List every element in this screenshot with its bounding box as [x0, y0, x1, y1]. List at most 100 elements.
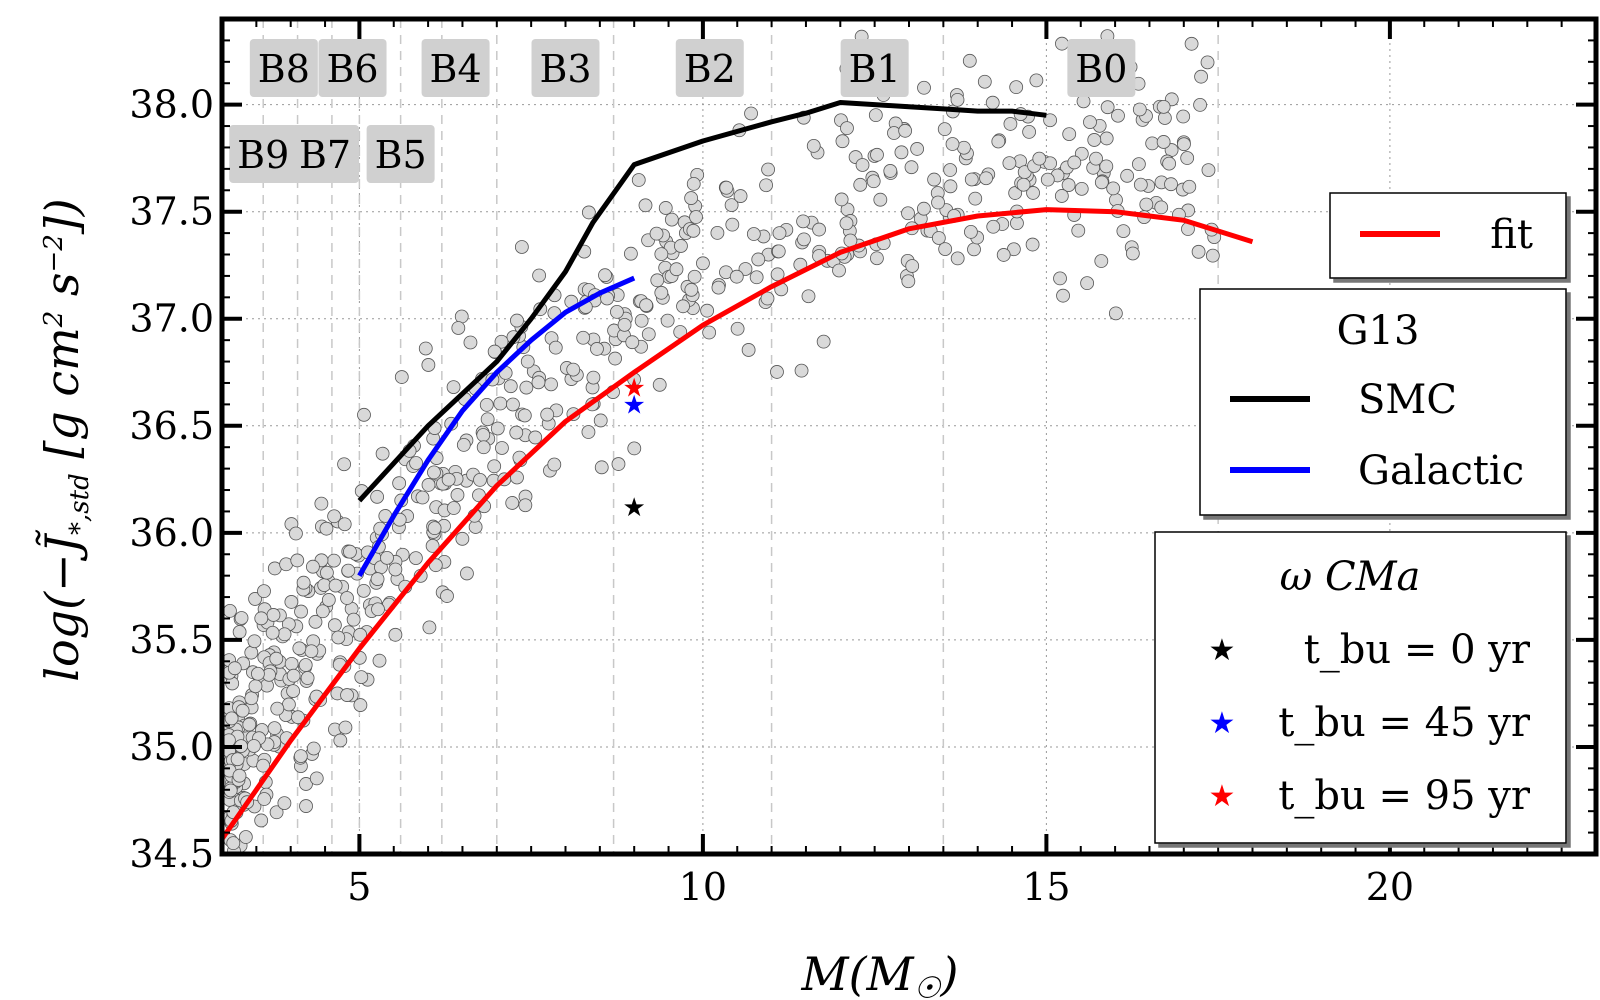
- scatter-point: [531, 375, 546, 390]
- x-tick-label: 5: [347, 865, 371, 909]
- scatter-point: [372, 653, 387, 668]
- scatter-point: [463, 335, 478, 350]
- scatter-point: [839, 216, 854, 231]
- scatter-point: [340, 688, 354, 702]
- scatter-point: [418, 341, 433, 356]
- scatter-point: [660, 313, 675, 328]
- scatter-point: [306, 741, 321, 756]
- scatter-point: [725, 217, 740, 232]
- scatter-point: [855, 158, 870, 172]
- scatter-point: [547, 457, 562, 472]
- spectral-type-box: [1067, 39, 1136, 97]
- scatter-point: [771, 244, 786, 259]
- x-tick-labels: 5 10 15 20: [347, 865, 1414, 909]
- scatter-point: [702, 325, 717, 340]
- spectral-type-box: [229, 125, 298, 183]
- spectral-type-text: B5: [375, 133, 427, 177]
- scatter-point: [460, 566, 474, 581]
- scatter-point: [495, 441, 509, 455]
- scatter-point: [1003, 117, 1018, 131]
- scatter-point: [519, 380, 534, 395]
- scatter-point: [962, 53, 977, 68]
- scatter-point: [1154, 200, 1169, 215]
- scatter-point: [286, 684, 301, 698]
- scatter-point: [1094, 175, 1109, 190]
- scatter-point: [1061, 178, 1076, 192]
- series-line-fit: [222, 207, 1254, 841]
- legend-star-1-label: t_bu = 45 yr: [1278, 700, 1531, 746]
- scatter-point: [684, 191, 699, 205]
- scatter-point: [761, 162, 775, 177]
- scatter-point: [319, 565, 334, 580]
- scatter-point: [1083, 115, 1097, 130]
- legend-star-2-label: t_bu = 95 yr: [1278, 773, 1531, 819]
- y-tick-label: 37.5: [129, 190, 214, 234]
- legend-star-0-label: t_bu = 0 yr: [1304, 627, 1531, 673]
- scatter-point: [1053, 271, 1067, 286]
- scatter-point: [226, 836, 241, 851]
- scatter-point: [1132, 102, 1147, 117]
- scatter-point: [927, 172, 942, 187]
- scatter-point: [710, 226, 725, 240]
- scatter-point: [581, 425, 596, 439]
- spectral-type-text: B1: [849, 47, 901, 91]
- scatter-point: [1032, 151, 1047, 166]
- scatter-point: [689, 210, 703, 224]
- y-tick-labels: 34.5 35.0 35.5 36.0 36.5 37.0 37.5 38.0: [129, 83, 214, 876]
- scatter-point: [1177, 137, 1191, 152]
- scatter-point: [494, 334, 509, 349]
- scatter-point: [759, 178, 773, 193]
- scatter-point: [282, 697, 296, 712]
- scatter-point: [738, 262, 753, 276]
- scatter-point: [321, 593, 336, 607]
- scatter-point: [277, 796, 292, 811]
- scatter-point: [797, 232, 811, 247]
- scatter-point: [1106, 181, 1121, 196]
- scatter-point: [986, 219, 1001, 234]
- series-line-galactic: [357, 275, 636, 577]
- scatter-point: [269, 651, 284, 666]
- scatter-point: [639, 298, 654, 313]
- scatter-point: [594, 460, 609, 475]
- scatter-point: [870, 251, 884, 266]
- scatter-point: [1191, 244, 1206, 259]
- scatter-point: [244, 645, 259, 660]
- scatter-point: [267, 721, 282, 736]
- scatter-point: [251, 666, 265, 681]
- scatter-point: [816, 334, 831, 349]
- scatter-point: [950, 92, 965, 107]
- spectral-type-b8: B8: [249, 39, 318, 97]
- scatter-point: [505, 496, 520, 510]
- scatter-point: [446, 380, 461, 395]
- scatter-point: [421, 478, 436, 492]
- scatter-point: [294, 604, 308, 619]
- scatter-point: [950, 251, 965, 266]
- legend-fit: fit: [1329, 192, 1567, 279]
- spectral-type-text: B6: [326, 47, 378, 91]
- scatter-point: [945, 137, 960, 151]
- scatter-point: [687, 269, 702, 284]
- scatter-point: [1016, 177, 1031, 192]
- spectral-type-b4: B4: [421, 39, 490, 97]
- scatter-point: [343, 544, 357, 559]
- scatter-point: [290, 553, 305, 568]
- scatter-point: [669, 262, 684, 277]
- series-line-smc: [357, 100, 1047, 503]
- scatter-point: [593, 413, 608, 428]
- scatter-point: [223, 603, 237, 618]
- scatter-point: [938, 242, 953, 257]
- scatter-point: [1087, 133, 1102, 147]
- scatter-point: [901, 274, 916, 289]
- scatter-point: [853, 177, 868, 192]
- scatter-point: [341, 563, 356, 578]
- scatter-point: [304, 644, 319, 659]
- scatter-point: [242, 717, 257, 732]
- scatter-point: [917, 80, 931, 95]
- spectral-type-b9: B9: [229, 125, 298, 183]
- scatter-point: [967, 242, 981, 257]
- spectral-type-text: B8: [258, 47, 310, 91]
- star-point-0: ★: [623, 493, 646, 523]
- scatter-point: [479, 397, 494, 412]
- scatter-point: [1010, 216, 1024, 231]
- scatter-point: [257, 792, 272, 806]
